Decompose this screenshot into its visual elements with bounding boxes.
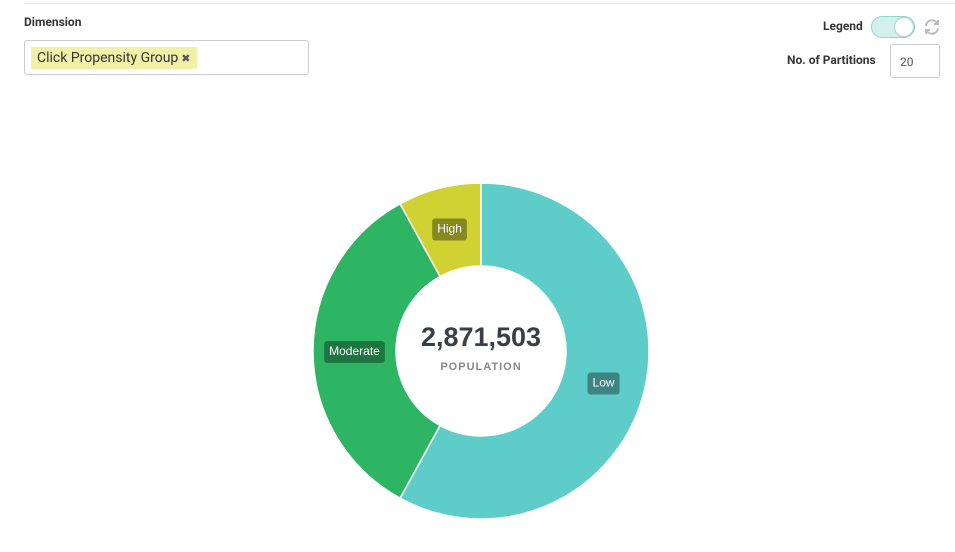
slice-label: High — [437, 221, 462, 235]
partitions-value: 20 — [900, 55, 914, 69]
slice-label: Moderate — [329, 344, 380, 358]
chip-text: Click Propensity Group — [37, 50, 179, 66]
legend-toggle[interactable] — [871, 16, 915, 38]
slice-label-bg — [587, 372, 620, 395]
dimension-label: Dimension — [24, 15, 82, 29]
donut-slice[interactable] — [399, 182, 650, 520]
donut-slice[interactable] — [312, 202, 442, 500]
slice-label-bg — [324, 341, 385, 363]
chip-remove[interactable]: ✖ — [181, 52, 191, 65]
dimension-select[interactable]: Click Propensity Group ✖ — [24, 40, 309, 75]
donut-slice[interactable] — [399, 182, 482, 278]
slice-label-bg — [432, 218, 467, 241]
partitions-input[interactable]: 20 — [890, 44, 940, 78]
slice-label: Low — [593, 375, 615, 389]
partitions-label: No. of Partitions — [787, 53, 876, 67]
center-label: POPULATION — [440, 361, 521, 373]
dimension-chip: Click Propensity Group ✖ — [31, 47, 197, 69]
divider — [24, 3, 955, 4]
refresh-icon[interactable] — [923, 18, 941, 36]
legend-label: Legend — [823, 19, 863, 33]
center-value: 2,871,503 — [421, 322, 541, 352]
